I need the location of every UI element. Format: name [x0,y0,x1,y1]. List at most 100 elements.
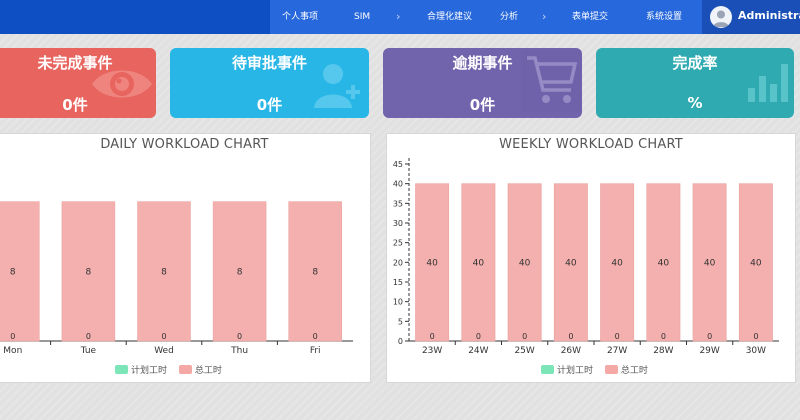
weekly-workload-panel: WEEKLY WORKLOAD CHART 0 5 10 15 20 25 30 35 40 45… [386,133,796,383]
x-tick-label: 29W [699,346,719,356]
card-pending-approval[interactable]: 待审批事件 0件 [170,48,369,118]
bar-total-hours [0,201,40,342]
card-completion-rate[interactable]: 完成率 % [596,48,794,118]
bar-total-hours [507,183,542,342]
legend-swatch [541,365,554,374]
legend-label[interactable]: 计划工时 [131,366,168,376]
x-tick-label: 28W [653,346,673,356]
x-tick-label: 26W [561,346,581,356]
card-title: 未完成事件 [37,54,113,72]
bar-planned-value-label: 0 [237,332,242,341]
bar-planned-value-label: 0 [661,332,666,341]
bar-value-label: 40 [426,258,438,268]
user-add-icon [314,64,360,108]
daily-legend: 计划工时 总工时 [115,363,222,377]
x-tick-label: 25W [514,346,534,356]
x-tick-label: Tue [80,346,97,356]
x-tick-label: 27W [607,346,627,356]
card-title: 逾期事件 [452,54,513,72]
legend-swatch [115,365,128,374]
bar-value-label: 40 [750,258,762,268]
bar-planned-value-label: 0 [313,332,318,341]
bar-value-label: 8 [10,267,16,277]
nav-item-settings[interactable]: 系统设置 [646,12,683,22]
bar-value-label: 8 [237,267,243,277]
bar-total-hours [415,183,450,342]
card-value: 0件 [62,96,88,114]
weekly-chart-title: WEEKLY WORKLOAD CHART [499,137,683,152]
x-tick-label: Thu [230,346,248,356]
y-tick-label: 0 [398,337,403,346]
eye-icon [92,70,152,98]
y-tick-label: 30 [393,219,403,228]
x-tick-label: 24W [468,346,488,356]
bar-value-label: 8 [312,267,318,277]
cart-icon [521,50,581,112]
weekly-workload-chart: 0 5 10 15 20 25 30 35 40 45 40 0 23W 40 0 24W 40 0 25W 40 0 2… [393,158,779,356]
bar-planned-value-label: 0 [568,332,573,341]
y-tick-label: 20 [393,258,403,267]
bar-value-label: 40 [519,258,531,268]
chevron-right-icon: › [396,10,401,23]
legend-label[interactable]: 总工时 [194,366,222,376]
avatar [710,6,732,28]
card-unfinished[interactable]: 未完成事件 0件 [0,48,156,118]
nav-item-sim[interactable]: SIM [354,12,371,22]
bar-value-label: 40 [565,258,577,268]
nav-item-analysis[interactable]: 分析 [500,12,519,22]
y-tick-label: 25 [393,239,403,248]
daily-workload-chart: 8 0 Mon 8 0 Tue 8 0 Wed 8 0 Thu 8 0 Fri [0,201,353,356]
bar-planned-value-label: 0 [615,332,620,341]
bar-value-label: 40 [658,258,670,268]
nav-item-form-submit[interactable]: 表单提交 [572,12,609,22]
card-overdue[interactable]: 逾期事件 0件 [383,48,582,118]
y-tick-label: 5 [398,317,403,326]
bar-total-hours [212,201,267,342]
user-menu[interactable]: Administrator [702,0,800,34]
y-tick-label: 40 [393,180,403,189]
weekly-legend: 计划工时 总工时 [541,363,648,377]
bar-planned-value-label: 0 [476,332,481,341]
main-nav: 个人事项 SIM › 合理化建议 分析 › 表单提交 系统设置 [270,0,702,34]
daily-chart-title: DAILY WORKLOAD CHART [100,137,269,152]
chevron-right-icon: › [542,10,547,23]
x-tick-label: Wed [154,346,174,356]
top-bar: 个人事项 SIM › 合理化建议 分析 › 表单提交 系统设置 Administ… [0,0,800,34]
user-name: Administrator [738,9,800,22]
nav-item-personal[interactable]: 个人事项 [282,12,319,22]
bar-total-hours [288,201,342,342]
user-icon [713,10,729,27]
legend-swatch [178,365,192,374]
bar-value-label: 40 [611,258,623,268]
bar-total-hours [738,183,773,342]
bar-planned-value-label: 0 [522,332,527,341]
x-tick-label: 23W [422,346,442,356]
daily-workload-panel: DAILY WORKLOAD CHART 8 0 Mon 8 0 Tue 8 0 Wed 8 0 Th… [0,133,371,383]
card-title: 完成率 [672,54,718,72]
bar-planned-value-label: 0 [10,332,15,341]
nav-item-suggestions[interactable]: 合理化建议 [427,12,473,22]
legend-label[interactable]: 计划工时 [557,366,594,376]
bar-planned-value-label: 0 [86,332,91,341]
card-title: 待审批事件 [231,54,307,72]
bar-total-hours [600,183,635,342]
legend-swatch [604,365,618,374]
x-tick-label: Mon [3,346,22,356]
y-tick-label: 10 [393,298,403,307]
bar-value-label: 8 [161,267,167,277]
bar-planned-value-label: 0 [707,332,712,341]
card-value: 0件 [256,96,283,114]
bar-value-label: 40 [473,258,485,268]
x-tick-label: Fri [310,346,321,356]
bar-total-hours [646,183,681,342]
y-tick-label: 35 [393,199,403,208]
x-tick-label: 30W [746,346,766,356]
bar-value-label: 8 [86,267,92,277]
bar-total-hours [461,183,496,342]
bar-total-hours [553,183,588,342]
y-tick-label: 45 [393,160,403,169]
bar-total-hours [137,201,191,342]
bar-planned-value-label: 0 [753,332,758,341]
legend-label[interactable]: 总工时 [620,366,648,376]
bar-planned-value-label: 0 [430,332,435,341]
